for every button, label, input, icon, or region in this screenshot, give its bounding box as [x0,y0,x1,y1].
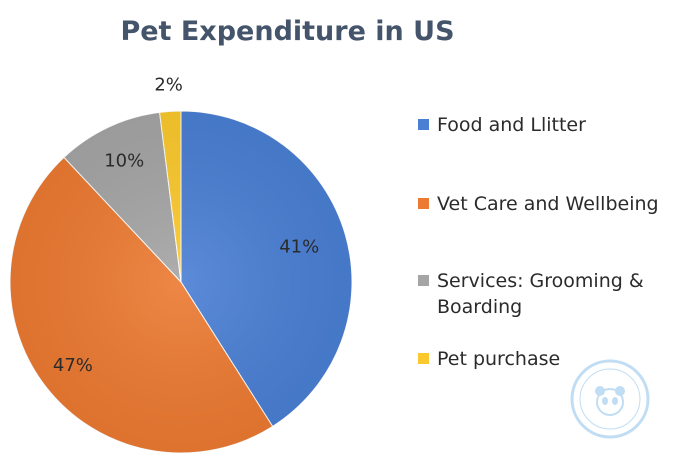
legend-swatch [418,353,429,364]
legend-swatch [418,198,429,209]
pie-slices [9,110,353,454]
legend-swatch [418,119,429,130]
legend-label: Vet Care and Wellbeing [437,193,659,215]
legend-label: Food and Llitter [437,114,586,136]
slice-vet-care-label: 47% [53,355,93,376]
legend-item-services: Services: Grooming & Boarding [418,268,669,320]
legend-item-vet-care: Vet Care and Wellbeing [418,191,669,217]
legend-item-food: Food and Llitter [418,112,669,138]
panda-pte-logo-watermark [570,359,650,439]
legend-item-pet-purchase: Pet purchase [418,346,669,372]
slice-pet-purchase-label: 2% [154,75,183,96]
chart-title: Pet Expenditure in US [120,16,455,47]
legend-swatch [418,275,429,286]
legend-label: Pet purchase [437,348,561,370]
slice-food-label: 41% [279,237,319,258]
pie-data-labels: 41% 47% 10% 2% [53,75,319,376]
slice-services-label: 10% [104,150,144,171]
legend-label: Services: Grooming & Boarding [437,270,644,318]
